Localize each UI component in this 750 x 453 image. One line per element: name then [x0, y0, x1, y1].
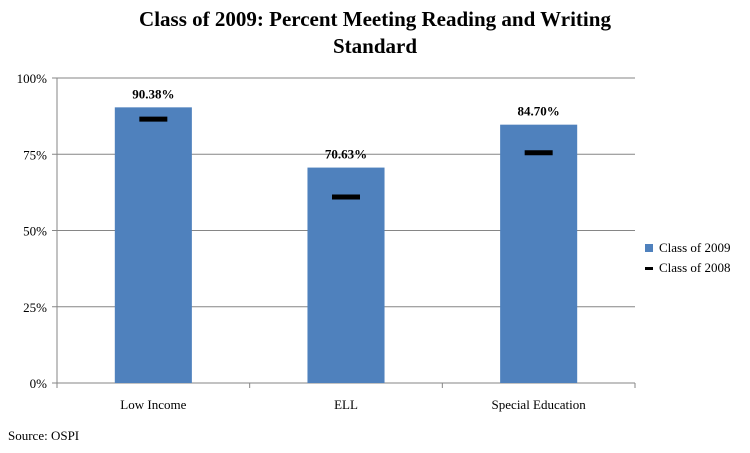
source-note: Source: OSPI [8, 428, 80, 443]
y-tick-label: 75% [23, 147, 47, 162]
bar-class-2009 [307, 167, 385, 383]
legend-label-class-2008: Class of 2008 [659, 260, 731, 275]
legend-label-class-2009: Class of 2009 [659, 240, 731, 255]
y-tick-label: 25% [23, 300, 47, 315]
x-category-label: ELL [334, 397, 358, 412]
x-category-label: Special Education [492, 397, 587, 412]
bar-class-2009 [500, 124, 578, 383]
chart-title-line-1: Class of 2009: Percent Meeting Reading a… [139, 7, 611, 31]
y-tick-label: 100% [17, 71, 48, 86]
legend: Class of 2009 Class of 2008 [645, 238, 731, 278]
legend-item-class-2009: Class of 2009 [645, 238, 731, 258]
legend-swatch-bar [645, 244, 653, 252]
legend-swatch-marker [645, 266, 653, 270]
chart-title: Class of 2009: Percent Meeting Reading a… [0, 6, 750, 60]
data-label: 70.63% [325, 147, 367, 162]
y-tick-label: 50% [23, 224, 47, 239]
data-label: 84.70% [518, 104, 560, 119]
bar-class-2009 [114, 107, 192, 383]
y-tick-label: 0% [30, 376, 48, 391]
legend-item-class-2008: Class of 2008 [645, 258, 731, 278]
chart-title-line-2: Standard [332, 34, 418, 58]
data-label: 90.38% [132, 86, 174, 101]
x-category-label: Low Income [120, 397, 186, 412]
